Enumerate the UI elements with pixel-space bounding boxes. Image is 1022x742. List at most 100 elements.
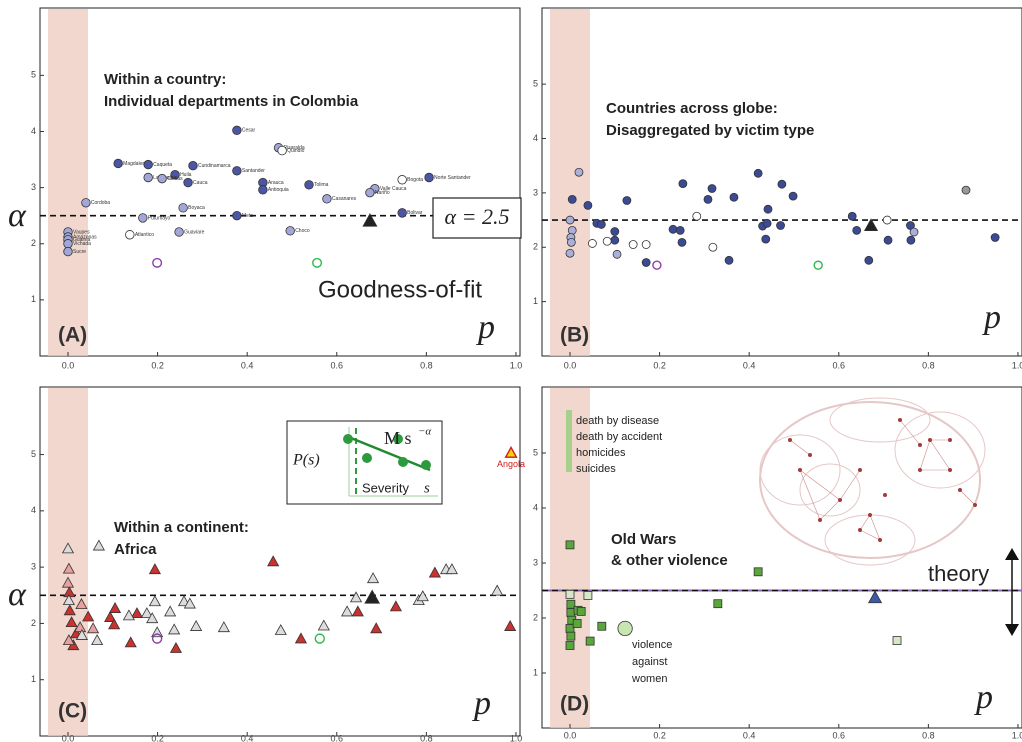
x-tick-label: 0.4 <box>743 360 756 370</box>
point <box>370 622 383 634</box>
point <box>428 566 441 578</box>
point <box>138 213 148 223</box>
point <box>572 619 582 628</box>
point <box>91 634 104 646</box>
point <box>322 194 332 204</box>
x-tick-label: 1.0 <box>510 360 523 370</box>
point <box>565 589 575 599</box>
point <box>164 605 177 617</box>
point <box>675 225 685 235</box>
point <box>148 563 161 575</box>
point <box>763 204 773 214</box>
y-tick-label: 5 <box>533 447 538 457</box>
network-cloud <box>759 397 986 566</box>
point <box>652 260 662 270</box>
alpha-box-text: α = 2.5 <box>445 204 510 229</box>
inset-dot <box>421 460 431 470</box>
y-tick-label: 1 <box>533 667 538 677</box>
point <box>277 145 287 156</box>
point <box>183 177 193 188</box>
x-tick-label: 0.6 <box>331 733 344 742</box>
x-tick-label: 1.0 <box>510 733 523 742</box>
panel: 1 2 3 4 5 0.0 0.2 0.4 0.6 0.8 1.0 <box>533 7 1022 370</box>
point <box>677 237 687 247</box>
point-label: Quindio <box>287 148 304 154</box>
y-tick-label: 4 <box>533 133 538 143</box>
panel-label: (D) <box>560 693 589 716</box>
y-tick-label: 5 <box>31 449 36 459</box>
point <box>104 611 117 622</box>
heading: Disaggregated by victim type <box>606 122 814 139</box>
point <box>151 633 163 644</box>
point <box>397 208 407 218</box>
point <box>61 542 75 554</box>
x-tick-label: 0.8 <box>420 360 433 370</box>
point <box>597 621 607 631</box>
point <box>990 233 1000 242</box>
inset: P(s) M s −α Severity s <box>286 420 443 505</box>
x-tick-label: 0.6 <box>331 360 344 370</box>
point <box>566 237 576 247</box>
point <box>351 605 364 617</box>
point-label: Tolima <box>314 182 329 188</box>
point <box>75 629 88 640</box>
panel-label: (C) <box>58 700 87 723</box>
point <box>81 198 91 208</box>
point <box>217 621 230 633</box>
x-axis-label: p <box>982 299 1001 336</box>
point <box>610 227 620 236</box>
point <box>567 225 577 235</box>
point <box>565 641 575 650</box>
point <box>707 184 717 193</box>
point <box>762 218 772 228</box>
point <box>424 172 434 183</box>
y-tick-label: 2 <box>31 238 36 248</box>
point-label: Cauca <box>193 180 208 186</box>
cause: suicides <box>576 463 616 475</box>
y-tick-label: 5 <box>31 70 36 80</box>
point-label: Guainia <box>73 237 90 243</box>
point <box>416 590 429 602</box>
heading: Old Wars <box>611 531 676 548</box>
point <box>349 591 363 603</box>
inset-dot <box>343 434 353 444</box>
point <box>82 610 95 622</box>
cause: homicides <box>576 447 626 459</box>
theory-arrow <box>1005 548 1019 636</box>
point-label: Santander <box>242 168 265 174</box>
plot-area <box>39 386 521 737</box>
point <box>317 619 330 631</box>
x-tick-label: 0.4 <box>743 730 756 740</box>
point-label: Magdalena <box>123 161 148 167</box>
point-label: Huila <box>180 172 192 178</box>
note: Goodness-of-fit <box>318 276 482 303</box>
point <box>610 235 620 245</box>
point <box>678 179 688 189</box>
point-label: Valle Cauca <box>380 186 407 192</box>
point <box>92 539 105 551</box>
y-tick-label: 3 <box>533 187 538 197</box>
point <box>63 239 73 249</box>
point <box>813 260 823 270</box>
point <box>776 221 785 230</box>
y-tick-label: 1 <box>31 294 36 304</box>
point <box>864 255 874 265</box>
inset-exponent: −α <box>418 426 431 438</box>
point <box>753 567 763 577</box>
annotation: violence <box>632 639 672 651</box>
point <box>157 173 167 184</box>
shaded-band <box>48 388 88 736</box>
panel-label: (B) <box>560 324 589 347</box>
point-label: Nariño <box>375 190 390 196</box>
point <box>583 591 593 600</box>
point <box>583 200 593 210</box>
inset-fit <box>345 434 431 472</box>
point <box>566 631 576 641</box>
point-label: Caldas <box>167 176 183 182</box>
x-tick-label: 1.0 <box>1012 360 1022 370</box>
point <box>567 194 577 204</box>
point-label: Cesar <box>242 128 256 134</box>
point-label: Vichada <box>73 241 91 247</box>
point-label: Caqueta <box>153 162 172 168</box>
